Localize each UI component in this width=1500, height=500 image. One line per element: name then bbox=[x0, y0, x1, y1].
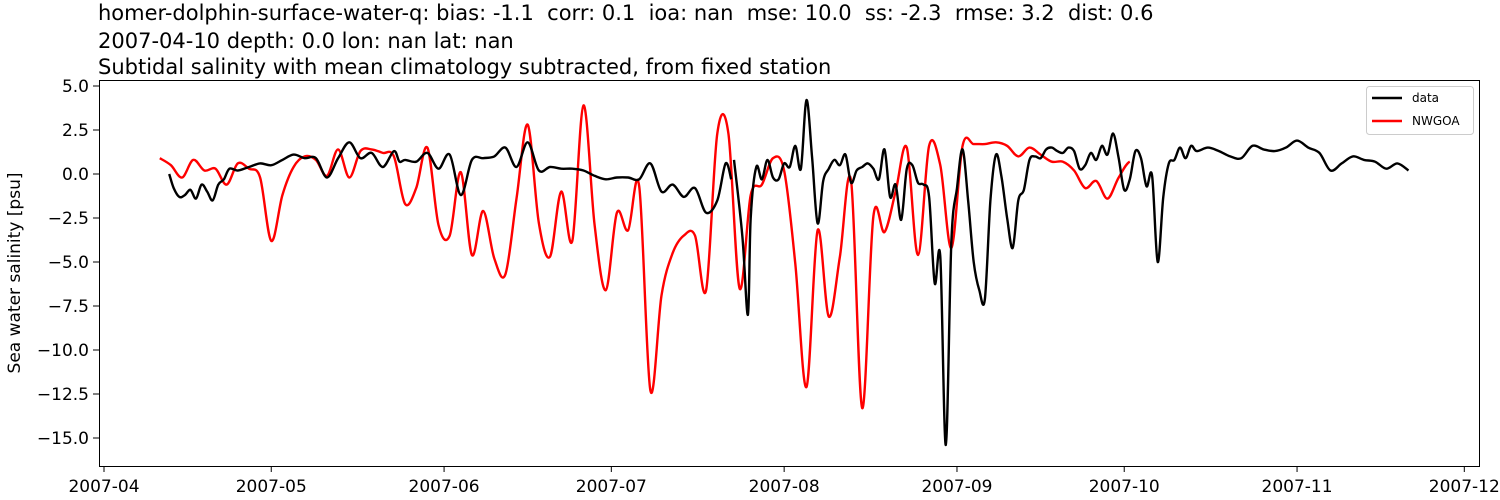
y-axis-label: Sea water salinity [psu] bbox=[5, 173, 25, 374]
y-tick-label: 0.0 bbox=[62, 165, 89, 185]
x-axis: 2007-04 2007-05 2007-06 2007-07 2007-08 2007-… bbox=[68, 466, 1500, 497]
x-tick-label: 2007-08 bbox=[749, 477, 820, 497]
legend-label-data: data bbox=[1412, 91, 1439, 105]
y-tick-label: −12.5 bbox=[37, 385, 89, 405]
y-tick-label: −10.0 bbox=[37, 341, 89, 361]
title-line-metrics: homer-dolphin-surface-water-q: bias: -1.… bbox=[98, 1, 1154, 25]
x-tick-label: 2007-07 bbox=[576, 477, 647, 497]
x-tick-label: 2007-11 bbox=[1262, 477, 1333, 497]
y-axis: 5.0 2.5 0.0 −2.5 −5.0 −7.5 −10.0 −12.5 −15.0 bbox=[37, 77, 100, 449]
legend: data NWGOA bbox=[1366, 86, 1474, 135]
series-line-nwgoa bbox=[159, 104, 1131, 410]
plot-frame bbox=[99, 80, 1480, 467]
y-tick-label: −15.0 bbox=[37, 429, 89, 449]
x-tick-label: 2007-04 bbox=[68, 477, 139, 497]
x-tick-label: 2007-09 bbox=[921, 477, 992, 497]
title-line-description: Subtidal salinity with mean climatology … bbox=[98, 55, 832, 79]
y-tick-label: 2.5 bbox=[62, 121, 89, 141]
y-tick-label: −5.0 bbox=[48, 253, 89, 273]
y-tick-label: −2.5 bbox=[48, 209, 89, 229]
x-tick-label: 2007-10 bbox=[1089, 477, 1160, 497]
x-tick-label: 2007-12 bbox=[1429, 477, 1500, 497]
legend-label-nwgoa: NWGOA bbox=[1412, 114, 1460, 128]
y-tick-label: 5.0 bbox=[62, 77, 89, 97]
series-line-data bbox=[168, 98, 1410, 447]
title-line-date-location: 2007-04-10 depth: 0.0 lon: nan lat: nan bbox=[98, 29, 514, 53]
x-tick-label: 2007-05 bbox=[236, 477, 307, 497]
x-tick-label: 2007-06 bbox=[409, 477, 480, 497]
y-tick-label: −7.5 bbox=[48, 297, 89, 317]
